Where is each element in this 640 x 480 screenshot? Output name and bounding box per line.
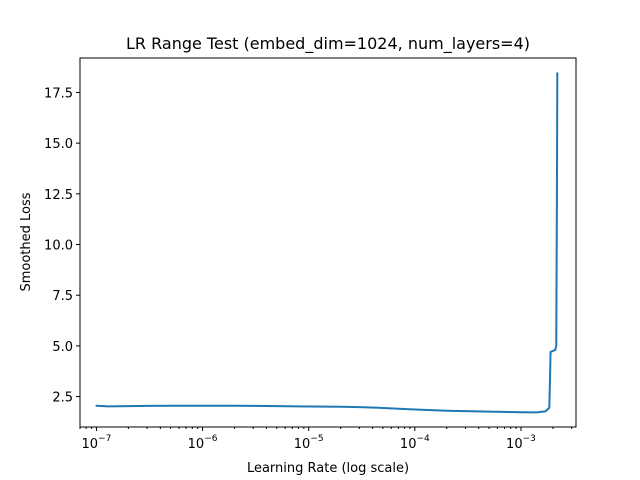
y-tick-label: 2.5 — [52, 391, 73, 406]
y-axis: 2.5 5.0 7.5 10.0 12.5 15.0 17.5 — [44, 86, 80, 406]
x-tick-label: 10−7 — [82, 434, 112, 452]
y-axis-label: Smoothed Loss — [19, 192, 34, 291]
plot-frame — [79, 57, 577, 428]
x-tick-label: 10−4 — [400, 434, 430, 452]
y-tick-label: 15.0 — [44, 137, 73, 152]
y-tick-label: 17.5 — [44, 86, 73, 101]
x-tick-label: 10−6 — [188, 434, 218, 452]
y-tick-label: 7.5 — [52, 289, 73, 304]
chart-title: LR Range Test (embed_dim=1024, num_layer… — [126, 34, 530, 54]
series-line — [95, 72, 559, 414]
x-axis-label: Learning Rate (log scale) — [247, 461, 409, 476]
series-group — [95, 72, 559, 414]
y-tick-label: 12.5 — [44, 188, 73, 203]
x-tick-label: 10−3 — [506, 434, 536, 452]
y-tick-label: 10.0 — [44, 239, 73, 254]
x-axis: 10−7 10−6 10−5 10−4 10−3 — [79, 427, 573, 452]
y-tick-label: 5.0 — [52, 340, 73, 355]
x-tick-label: 10−5 — [294, 434, 324, 452]
